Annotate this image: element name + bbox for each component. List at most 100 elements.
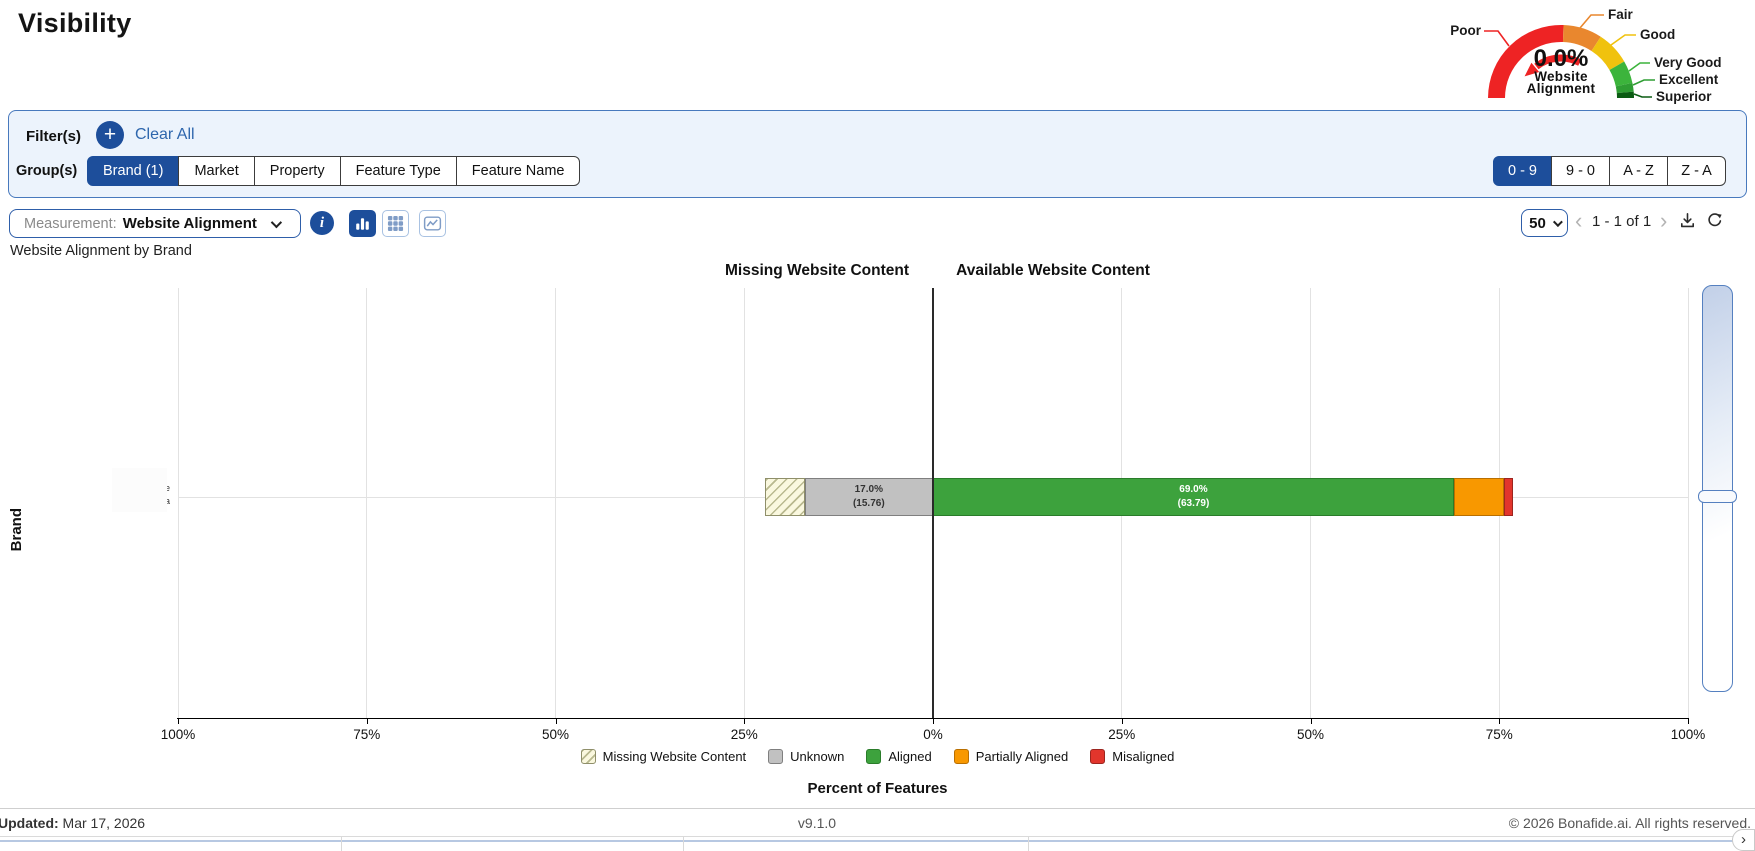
- measurement-dropdown[interactable]: Measurement: Website Alignment: [9, 209, 301, 238]
- vertical-gridline: [555, 288, 556, 718]
- x-axis-tick-label: 50%: [541, 727, 570, 742]
- line-chart-view-button[interactable]: [419, 210, 446, 237]
- chart-legend: Missing Website Content Unknown Aligned Par…: [0, 749, 1755, 764]
- legend-item-misaligned[interactable]: Misaligned: [1090, 749, 1174, 764]
- group-buttons: Brand (1) Market Property Feature Type Featu…: [87, 156, 581, 186]
- chevron-down-icon: [1552, 216, 1563, 227]
- table-fragment-divider: [341, 837, 342, 851]
- legend-item-unknown[interactable]: Unknown: [768, 749, 844, 764]
- scroll-right-button[interactable]: ›: [1732, 829, 1755, 851]
- updated-label: Updated:: [0, 815, 59, 831]
- refresh-button[interactable]: [1705, 211, 1724, 233]
- gauge-segment-fair: [1562, 25, 1601, 52]
- chart-zoom-slider[interactable]: [1702, 285, 1733, 692]
- add-filter-button[interactable]: +: [96, 121, 124, 149]
- table-view-button[interactable]: [382, 210, 409, 237]
- legend-label: Unknown: [790, 749, 845, 764]
- clear-all-link[interactable]: Clear All: [135, 126, 195, 143]
- gauge-needle-icon: [1534, 54, 1582, 70]
- sort-button-a-z[interactable]: A - Z: [1609, 156, 1668, 186]
- info-button[interactable]: i: [310, 211, 334, 235]
- bar-chart-icon: [356, 218, 369, 230]
- gauge-label-excellent: Excellent: [1659, 72, 1719, 87]
- gauge-needle-arrowhead-icon: [1524, 62, 1540, 77]
- zero-axis-line: [932, 288, 934, 718]
- plus-icon: +: [103, 123, 117, 146]
- next-page-button[interactable]: ›: [1660, 208, 1668, 233]
- gauge-segment-poor: [1488, 25, 1564, 98]
- bar-value-label: 17.0%: [854, 484, 883, 495]
- y-axis-label: Brand: [8, 508, 25, 552]
- x-axis-tick-label: 75%: [1485, 727, 1513, 742]
- gauge-labels: Poor Fair Good Very Good Excellent Superior: [1450, 7, 1721, 104]
- legend-item-aligned[interactable]: Aligned: [866, 749, 932, 764]
- slider-handle[interactable]: [1698, 490, 1737, 503]
- gauge-arc-segments: [1488, 25, 1634, 98]
- table-fragment-accent-line: [0, 840, 1755, 842]
- line-chart-icon: [423, 216, 442, 231]
- filter-panel: Filter(s) + Clear All Group(s) Brand (1)…: [8, 110, 1747, 198]
- bar-segment-partially-aligned[interactable]: [1453, 478, 1504, 516]
- gauge-label-line2: Alignment: [1527, 81, 1596, 96]
- sort-button-0-9[interactable]: 0 - 9: [1493, 156, 1552, 186]
- website-alignment-gauge: Poor Fair Good Very Good Excellent Superior 0…: [1450, 7, 1721, 104]
- legend-item-partially-aligned[interactable]: Partially Aligned: [953, 749, 1068, 764]
- chevron-right-icon: ›: [1741, 831, 1746, 848]
- x-axis-title: Percent of Features: [807, 780, 948, 797]
- page-size-value: 50: [1529, 214, 1546, 232]
- bar-value-sublabel: (15.76): [852, 498, 885, 509]
- gauge-label-superior: Superior: [1656, 89, 1712, 104]
- legend-swatch-icon: [1090, 749, 1106, 764]
- pagination-range-label: 1 - 1 of 1: [1592, 213, 1652, 230]
- legend-item-missing-website-content[interactable]: Missing Website Content: [580, 749, 746, 764]
- legend-swatch-icon: [953, 749, 969, 764]
- refresh-icon: [1708, 213, 1722, 227]
- gauge-label-fair: Fair: [1608, 7, 1634, 22]
- gauge-value: 0.0%: [1534, 45, 1589, 72]
- bar-value-label: 69.0%: [1179, 484, 1208, 495]
- bar-chart-view-button[interactable]: [349, 210, 376, 237]
- bar-segment-unknown[interactable]: 17.0% (15.76): [804, 478, 933, 516]
- x-axis-tick: [1310, 718, 1312, 724]
- group-button-property[interactable]: Property: [253, 156, 341, 186]
- footer-version: v9.1.0: [797, 815, 837, 831]
- sort-button-9-0[interactable]: 9 - 0: [1551, 156, 1610, 186]
- table-fragment-divider: [1028, 837, 1029, 851]
- bar-segment-misaligned[interactable]: [1503, 478, 1513, 516]
- info-icon: i: [319, 214, 325, 231]
- measurement-label: Measurement:: [24, 215, 117, 232]
- measurement-value: Website Alignment: [122, 215, 257, 232]
- brand-row-label-redacted: [112, 468, 167, 512]
- page-title: Visibility: [18, 8, 132, 38]
- gauge-leader-line: [1579, 14, 1604, 29]
- x-axis-tick: [933, 718, 934, 724]
- group-button-feature-name[interactable]: Feature Name: [455, 156, 581, 186]
- bar-segment-missing-website-content[interactable]: [764, 478, 805, 516]
- x-axis-tick: [555, 718, 557, 724]
- x-axis-tick: [1499, 718, 1501, 724]
- groups-label: Group(s): [16, 163, 78, 179]
- group-button-market[interactable]: Market: [178, 156, 255, 186]
- gauge-label-good: Good: [1640, 27, 1675, 42]
- gauge-leader-line: [1632, 79, 1655, 86]
- download-button[interactable]: [1678, 211, 1697, 233]
- gauge-leader-line: [1610, 34, 1636, 46]
- group-button-brand-1[interactable]: Brand (1): [87, 156, 180, 186]
- page-size-dropdown[interactable]: 50: [1521, 209, 1568, 237]
- vertical-gridline: [743, 288, 745, 718]
- group-button-feature-type[interactable]: Feature Type: [339, 156, 457, 186]
- bar-segment-aligned[interactable]: 69.0% (63.79): [933, 478, 1454, 516]
- table-fragment-divider: [683, 837, 684, 851]
- x-axis-line: [177, 718, 1689, 719]
- chart-subtitle: Website Alignment by Brand: [10, 243, 192, 259]
- footer-copyright: © 2026 Bonafide.ai. All rights reserved.: [1508, 815, 1751, 831]
- gauge-segment-excellent: [1615, 82, 1634, 94]
- filters-label: Filter(s): [26, 128, 82, 145]
- gauge-label-very-good: Very Good: [1654, 55, 1722, 70]
- sort-button-z-a[interactable]: Z - A: [1667, 156, 1726, 186]
- x-axis-tick: [744, 718, 746, 724]
- legend-swatch-icon: [580, 749, 596, 764]
- x-axis-tick-label: 100%: [1670, 727, 1706, 742]
- prev-page-button[interactable]: ‹: [1575, 208, 1583, 233]
